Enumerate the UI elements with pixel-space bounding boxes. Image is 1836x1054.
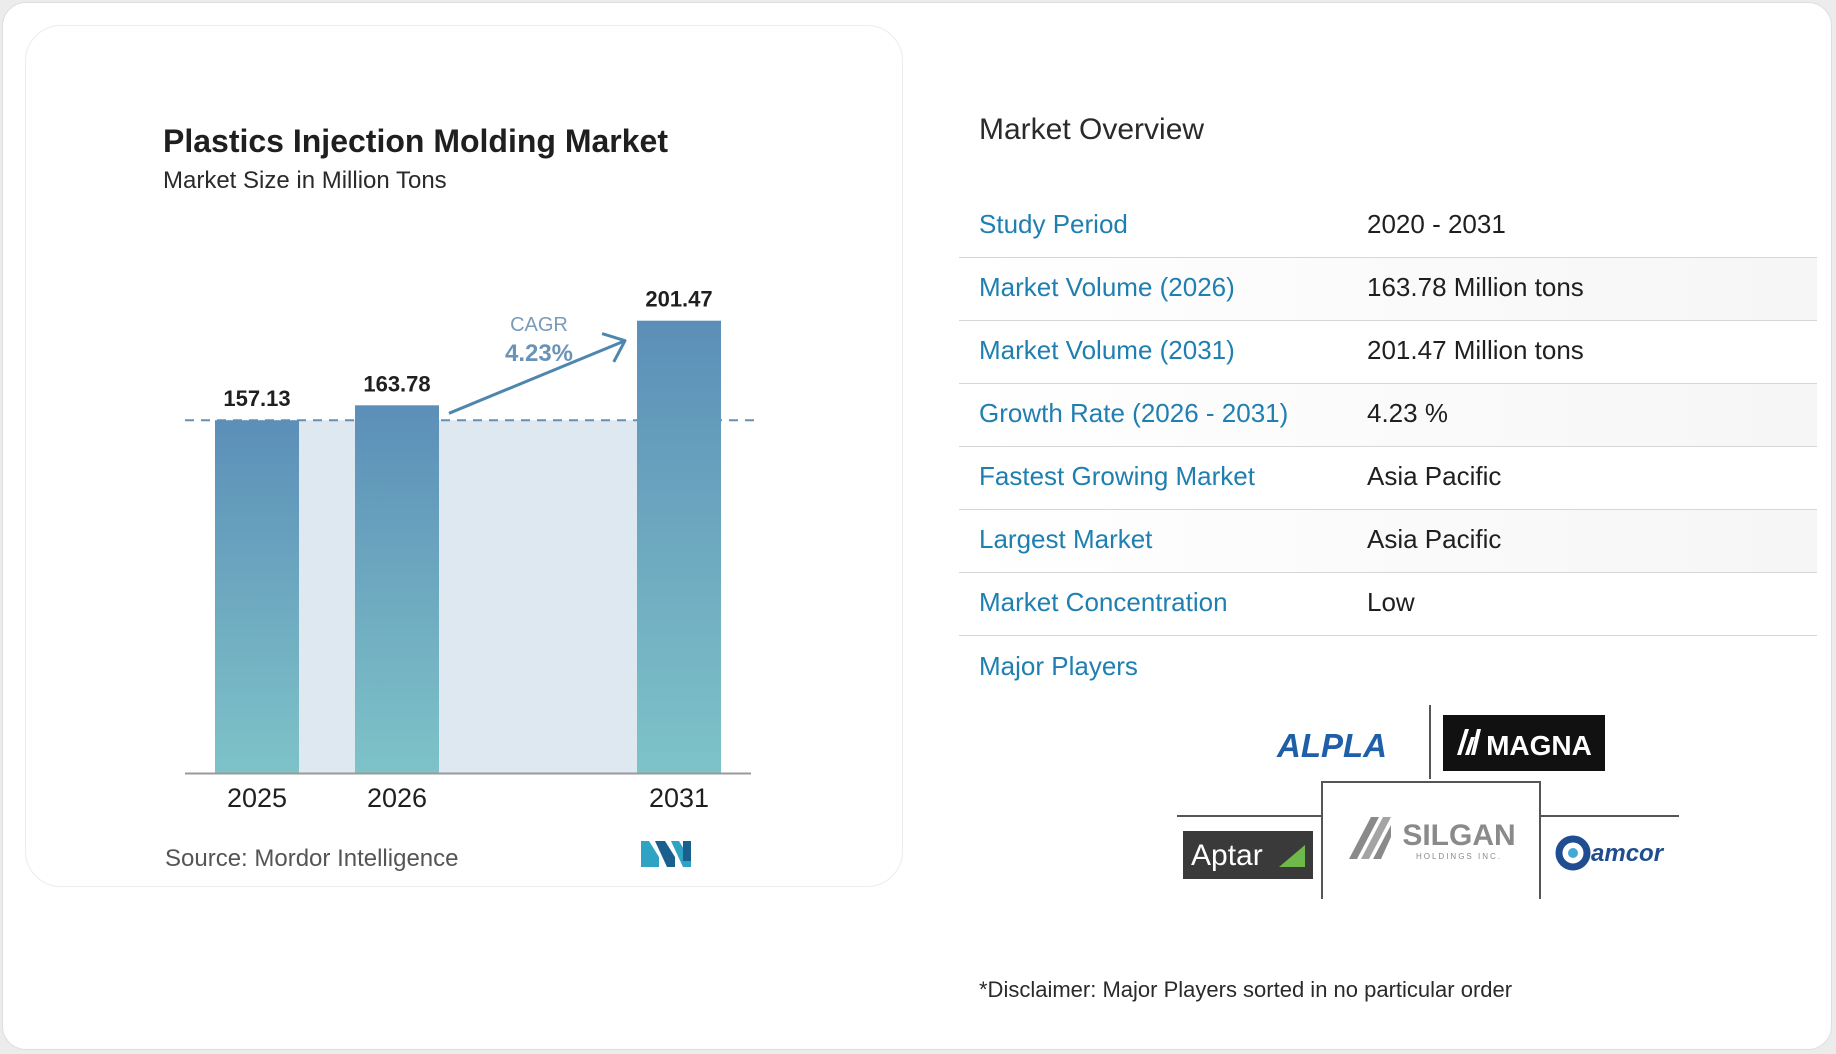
logo-divider (1321, 781, 1541, 783)
logo-divider (1321, 781, 1323, 899)
x-tick-label-2026: 2026 (367, 783, 427, 813)
overview-row-fastest-growing-market: Fastest Growing Market Asia Pacific (959, 447, 1817, 510)
overview-label: Market Concentration (979, 587, 1228, 617)
mordor-intelligence-logo (641, 839, 693, 872)
bar-chart: 157.13 2025 163.78 2026 201.47 2031 CAGR 4.23% (185, 287, 755, 813)
cagr-value: 4.23% (505, 340, 573, 367)
overview-value: 163.78 Million tons (1367, 272, 1584, 302)
overview-value: Asia Pacific (1367, 524, 1502, 554)
overview-title: Market Overview (979, 113, 1205, 146)
logo-divider (1539, 781, 1541, 899)
silgan-logo-subtext: HOLDINGS INC. (1416, 852, 1502, 861)
data-label-2025: 157.13 (223, 386, 290, 411)
amcor-logo: amcor (1555, 831, 1671, 875)
x-tick-label-2025: 2025 (227, 783, 287, 813)
data-label-2026: 163.78 (363, 371, 430, 396)
overview-label: Fastest Growing Market (979, 461, 1255, 491)
cagr-label: CAGR (510, 314, 568, 336)
overview-row-market-volume-2031: Market Volume (2031) 201.47 Million tons (959, 321, 1817, 384)
alpla-logo-text: ALPLA (1276, 729, 1387, 763)
overview-value: 201.47 Million tons (1367, 335, 1584, 365)
overview-row-growth-rate: Growth Rate (2026 - 2031) 4.23 % (959, 384, 1817, 447)
magna-logo-text: MAGNA (1486, 730, 1592, 761)
silgan-logo-text: SILGAN (1402, 819, 1515, 852)
overview-label: Study Period (979, 209, 1128, 239)
overview-value: Low (1367, 587, 1415, 617)
reference-band (215, 420, 721, 773)
overview-row-market-concentration: Market Concentration Low (959, 573, 1817, 636)
alpla-logo: ALPLA (1265, 729, 1399, 763)
cagr-arrow-line (448, 339, 626, 415)
silgan-logo: SILGAN HOLDINGS INC. (1345, 809, 1525, 869)
chart-subtitle: Market Size in Million Tons (163, 167, 447, 194)
data-label-2031: 201.47 (645, 287, 712, 312)
overview-value: Asia Pacific (1367, 461, 1502, 491)
major-players-title: Major Players (979, 651, 1138, 681)
overview-table: Study Period 2020 - 2031 Market Volume (… (959, 195, 1817, 636)
overview-label: Market Volume (2026) (979, 272, 1235, 302)
overview-value: 2020 - 2031 (1367, 209, 1506, 239)
bar-2025 (215, 420, 299, 773)
aptar-logo: Aptar (1183, 831, 1313, 879)
logo-divider (1177, 815, 1323, 817)
overview-label: Largest Market (979, 524, 1153, 554)
magna-logo: MAGNA (1443, 715, 1605, 771)
bar-2026 (355, 405, 439, 773)
logo-divider (1429, 705, 1431, 779)
overview-row-market-volume-2026: Market Volume (2026) 163.78 Million tons (959, 258, 1817, 321)
cagr-arrow-head (601, 332, 627, 363)
overview-value: 4.23 % (1367, 398, 1448, 428)
overview-label: Growth Rate (2026 - 2031) (979, 398, 1289, 428)
major-players-logos: ALPLA MAGNA Aptar SILGAN HOLDI (1173, 703, 1683, 899)
overview-row-study-period: Study Period 2020 - 2031 (959, 195, 1817, 258)
chart-title: Plastics Injection Molding Market (163, 123, 668, 159)
overview-row-largest-market: Largest Market Asia Pacific (959, 510, 1817, 573)
amcor-logo-text: amcor (1591, 840, 1665, 867)
logo-divider (1539, 815, 1679, 817)
x-tick-label-2031: 2031 (649, 783, 709, 813)
aptar-logo-text: Aptar (1191, 839, 1263, 872)
disclaimer-text: *Disclaimer: Major Players sorted in no … (979, 977, 1513, 1002)
bar-2031 (637, 320, 721, 773)
source-text: Source: Mordor Intelligence (165, 845, 459, 872)
overview-label: Market Volume (2031) (979, 335, 1235, 365)
